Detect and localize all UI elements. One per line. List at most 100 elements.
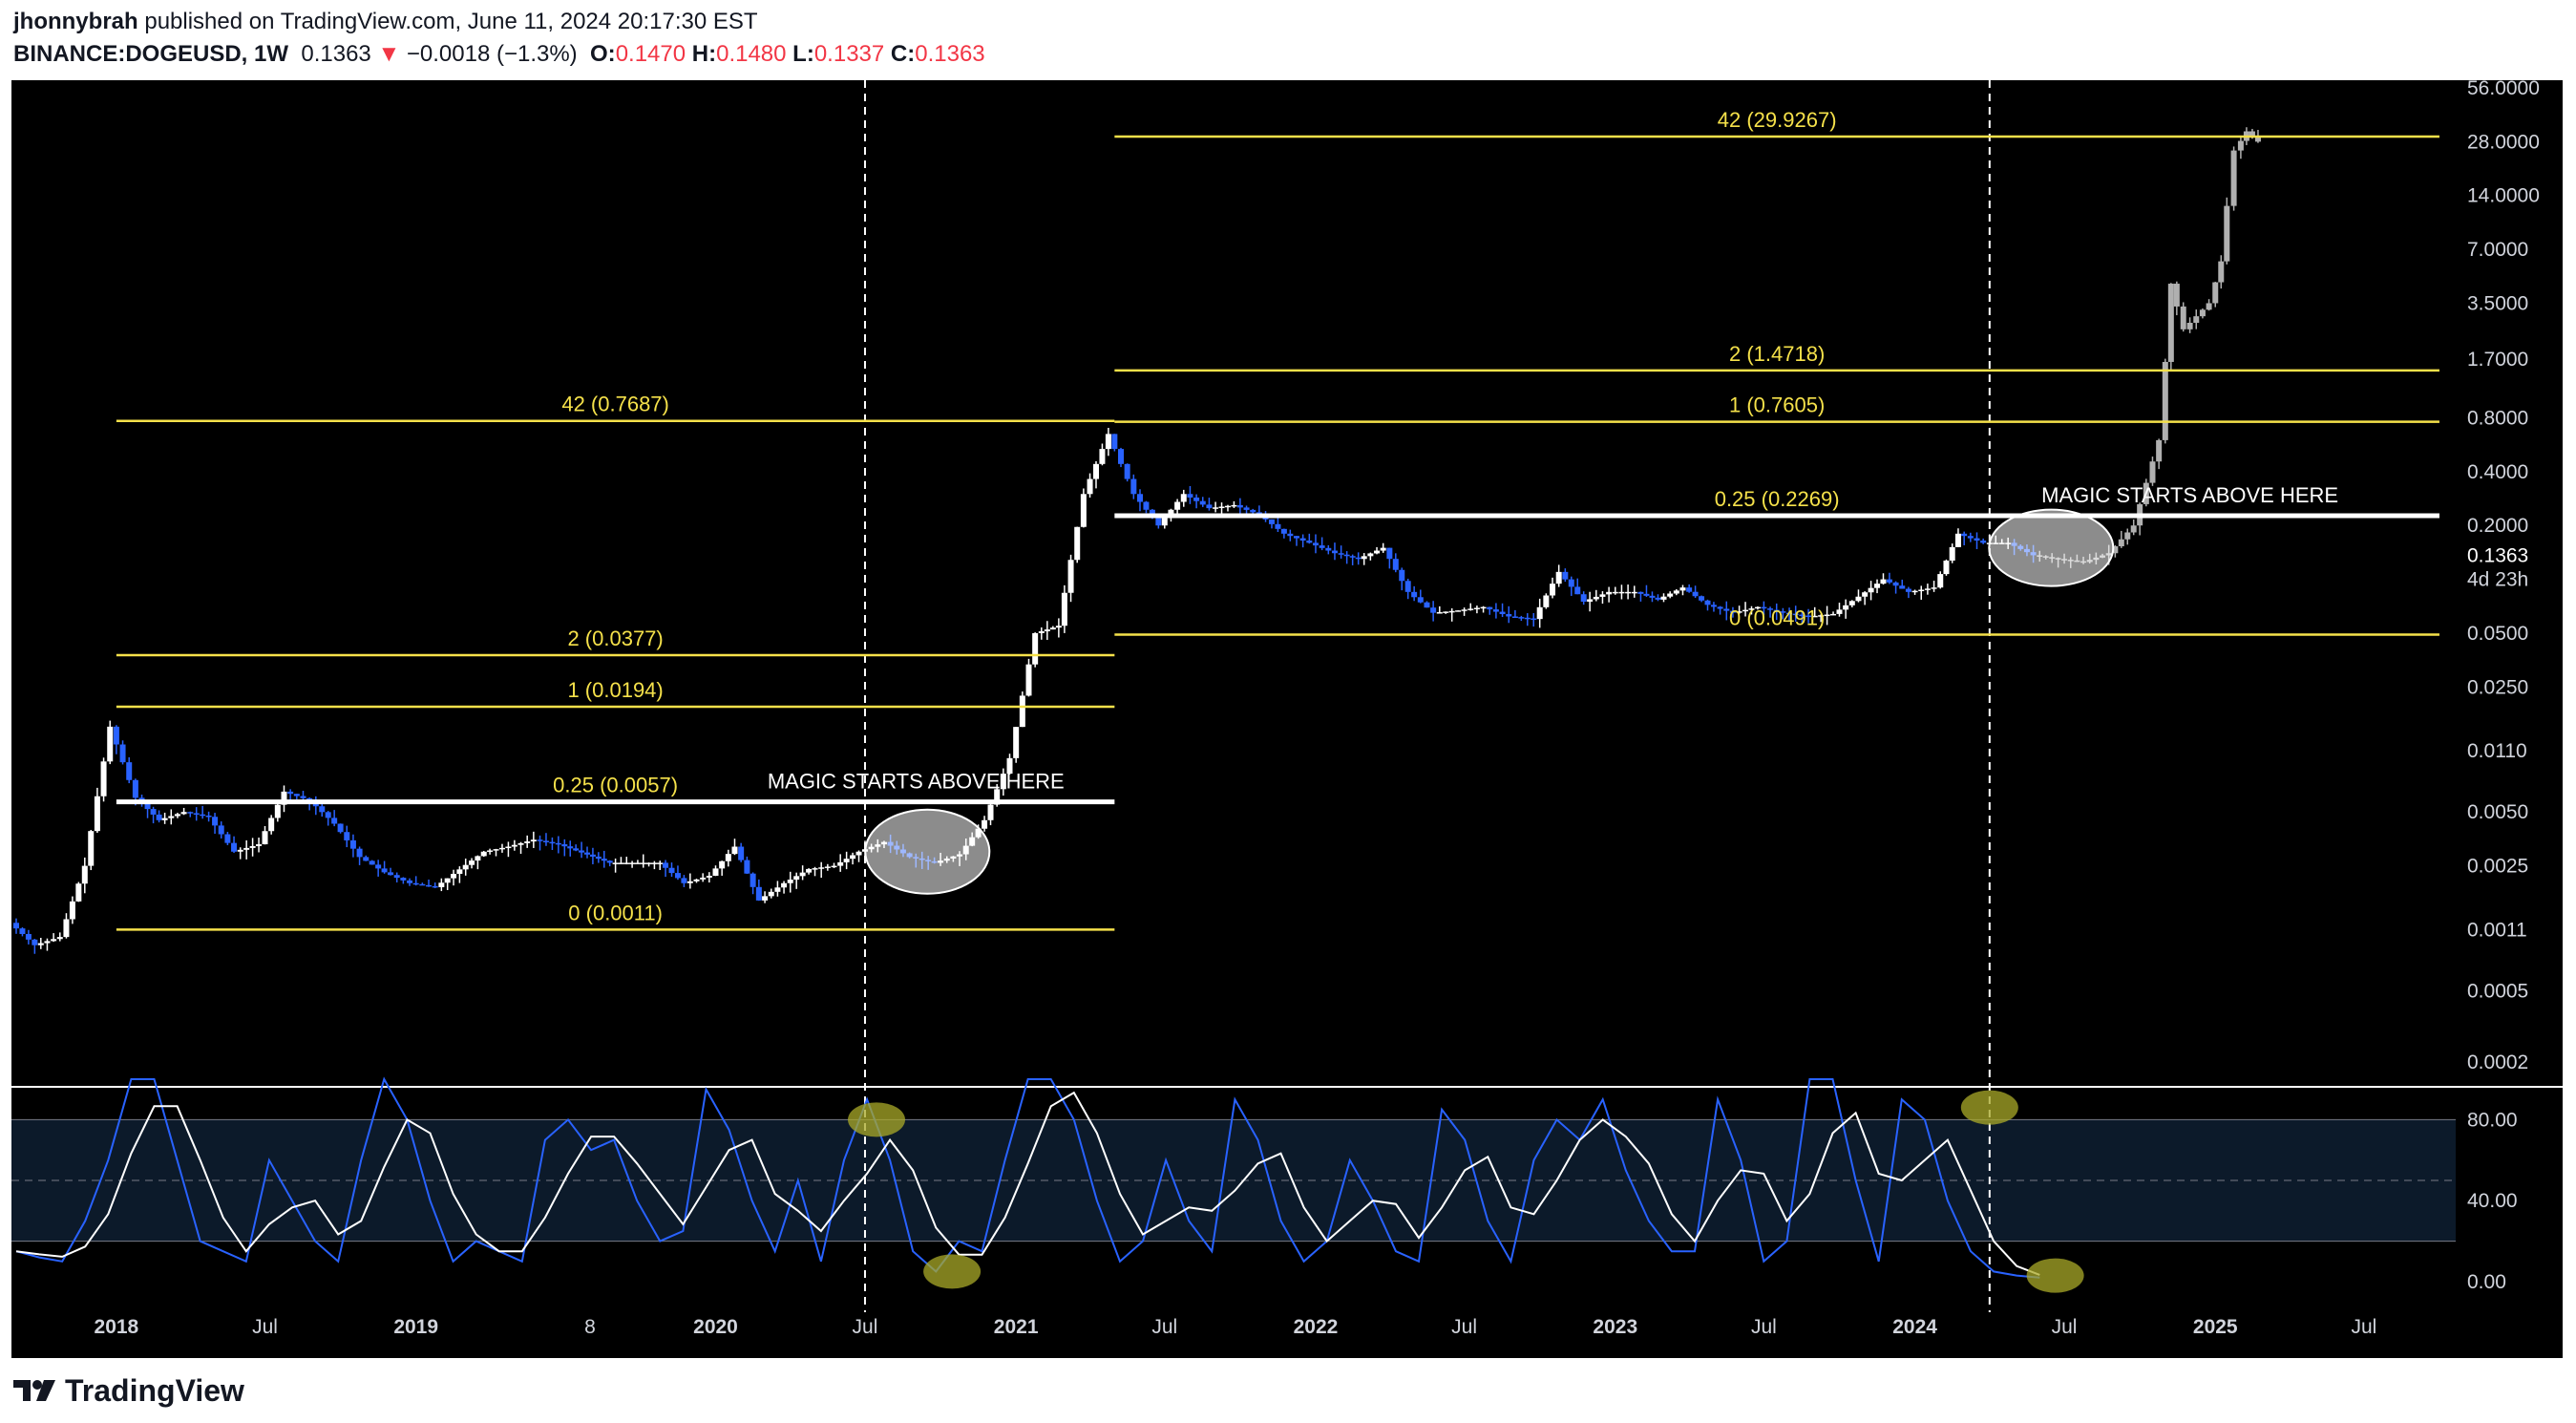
price-candle (1430, 607, 1437, 613)
price-change: −0.0018 (−1.3%) (406, 41, 578, 67)
time-axis-tick: Jul (1751, 1316, 1777, 1338)
price-candle (618, 862, 624, 864)
price-candle (400, 878, 407, 881)
price-candle (1092, 463, 1099, 479)
price-candle (750, 873, 756, 887)
price-candle (51, 939, 57, 942)
price-candle (982, 819, 988, 829)
price-candle (601, 859, 607, 861)
price-candle (573, 848, 580, 851)
price-candle (1786, 612, 1793, 615)
brand-name[interactable]: TradingView (65, 1372, 244, 1408)
price-candle (1580, 594, 1587, 603)
price-candle (1843, 605, 1849, 610)
price-axis-tick: 0.0250 (2467, 676, 2528, 698)
price-candle (1818, 615, 1825, 617)
price-candle (88, 831, 95, 866)
projection-candle (2249, 131, 2255, 137)
price-axis-tick: 1.7000 (2467, 349, 2528, 371)
price-candle (363, 857, 370, 861)
projection-candle (2218, 261, 2225, 283)
price-candle (407, 880, 413, 883)
price-candle (1448, 610, 1455, 613)
projection-candle (2130, 525, 2137, 533)
price-candle (1667, 593, 1674, 597)
time-axis-tick: Jul (252, 1316, 278, 1338)
time-axis-tick: 2024 (1892, 1316, 1937, 1338)
high-label: H: (691, 41, 717, 67)
price-candle (1799, 614, 1805, 617)
down-arrow-icon: ▼ (377, 41, 401, 67)
price-candle (480, 851, 487, 857)
price-candle (1924, 588, 1931, 590)
tradingview-logo-icon[interactable] (11, 1376, 57, 1405)
price-candle (1555, 571, 1562, 584)
price-candle (693, 879, 700, 881)
bar-countdown: 4d 23h (2467, 568, 2528, 590)
price-candle (843, 859, 850, 862)
price-candle (774, 887, 781, 892)
price-candle (738, 846, 745, 860)
price-candle (462, 864, 469, 870)
price-candle (634, 862, 641, 864)
price-candle (1518, 617, 1525, 619)
price-candle (589, 854, 596, 857)
chart-canvas[interactable]: 42 (0.7687) 2 (0.0377) 1 (0.0194) 0.25 (0.0… (11, 80, 2563, 1358)
price-axis-tick: 0.0011 (2467, 919, 2527, 941)
price-candle (850, 855, 856, 860)
price-candle (1218, 506, 1225, 508)
time-axis-tick: 2022 (1294, 1316, 1339, 1338)
price-candle (1361, 556, 1367, 560)
chart-area[interactable]: 42 (0.7687) 2 (0.0377) 1 (0.0194) 0.25 (0.0… (11, 80, 2563, 1358)
price-candle (1637, 591, 1644, 594)
price-candle (583, 852, 590, 855)
ohlc-line: BINANCE:DOGEUSD, 1W 0.1363 ▼ −0.0018 (−1… (13, 38, 1446, 71)
time-axis-tick: Jul (1151, 1316, 1177, 1338)
price-candle (1880, 579, 1887, 584)
price-candle (487, 850, 494, 852)
price-candle (161, 818, 168, 820)
price-candle (119, 744, 126, 763)
price-candle (1792, 613, 1799, 616)
projection-candle (2237, 140, 2244, 151)
projection-candle (2118, 539, 2124, 546)
price-candle (606, 860, 613, 863)
price-axis-tick: 0.0050 (2467, 801, 2528, 823)
price-candle (1067, 560, 1074, 593)
price-axis-tick: 14.0000 (2467, 185, 2540, 207)
stoch-axis-tick: 0.00 (2467, 1271, 2506, 1293)
price-candle (1780, 611, 1786, 613)
price-candle (1480, 606, 1487, 609)
symbol-label[interactable]: BINANCE:DOGEUSD, 1W (13, 41, 289, 67)
projection-candle (2230, 150, 2237, 206)
time-axis-tick: Jul (2351, 1316, 2376, 1338)
price-candle (1767, 608, 1774, 610)
price-candle (444, 878, 451, 883)
price-candle (561, 844, 568, 847)
price-candle (1954, 533, 1961, 547)
projection-candle (2193, 316, 2200, 323)
price-candle (1055, 626, 1062, 628)
fib-level-label: 0.25 (0.0057) (553, 774, 678, 797)
price-candle (700, 877, 707, 880)
price-candle (1729, 610, 1736, 613)
price-candle (1824, 614, 1830, 617)
price-candle (81, 865, 88, 884)
price-candle (542, 840, 549, 842)
price-candle (306, 797, 313, 801)
price-candle (300, 796, 306, 798)
price-candle (75, 883, 82, 902)
price-candle (1338, 553, 1344, 555)
price-candle (37, 943, 44, 945)
time-axis-tick: 2018 (95, 1316, 139, 1338)
price-candle (1080, 494, 1087, 527)
price-candle (1673, 590, 1679, 594)
price-candle (1455, 610, 1462, 612)
price-candle (1174, 501, 1181, 510)
price-candle (567, 846, 574, 849)
price-candle (1679, 587, 1686, 591)
author-name[interactable]: jhonnybrah (13, 9, 138, 34)
price-candle (1193, 497, 1200, 501)
time-axis-tick: 2020 (693, 1316, 738, 1338)
price-candle (1275, 523, 1281, 529)
